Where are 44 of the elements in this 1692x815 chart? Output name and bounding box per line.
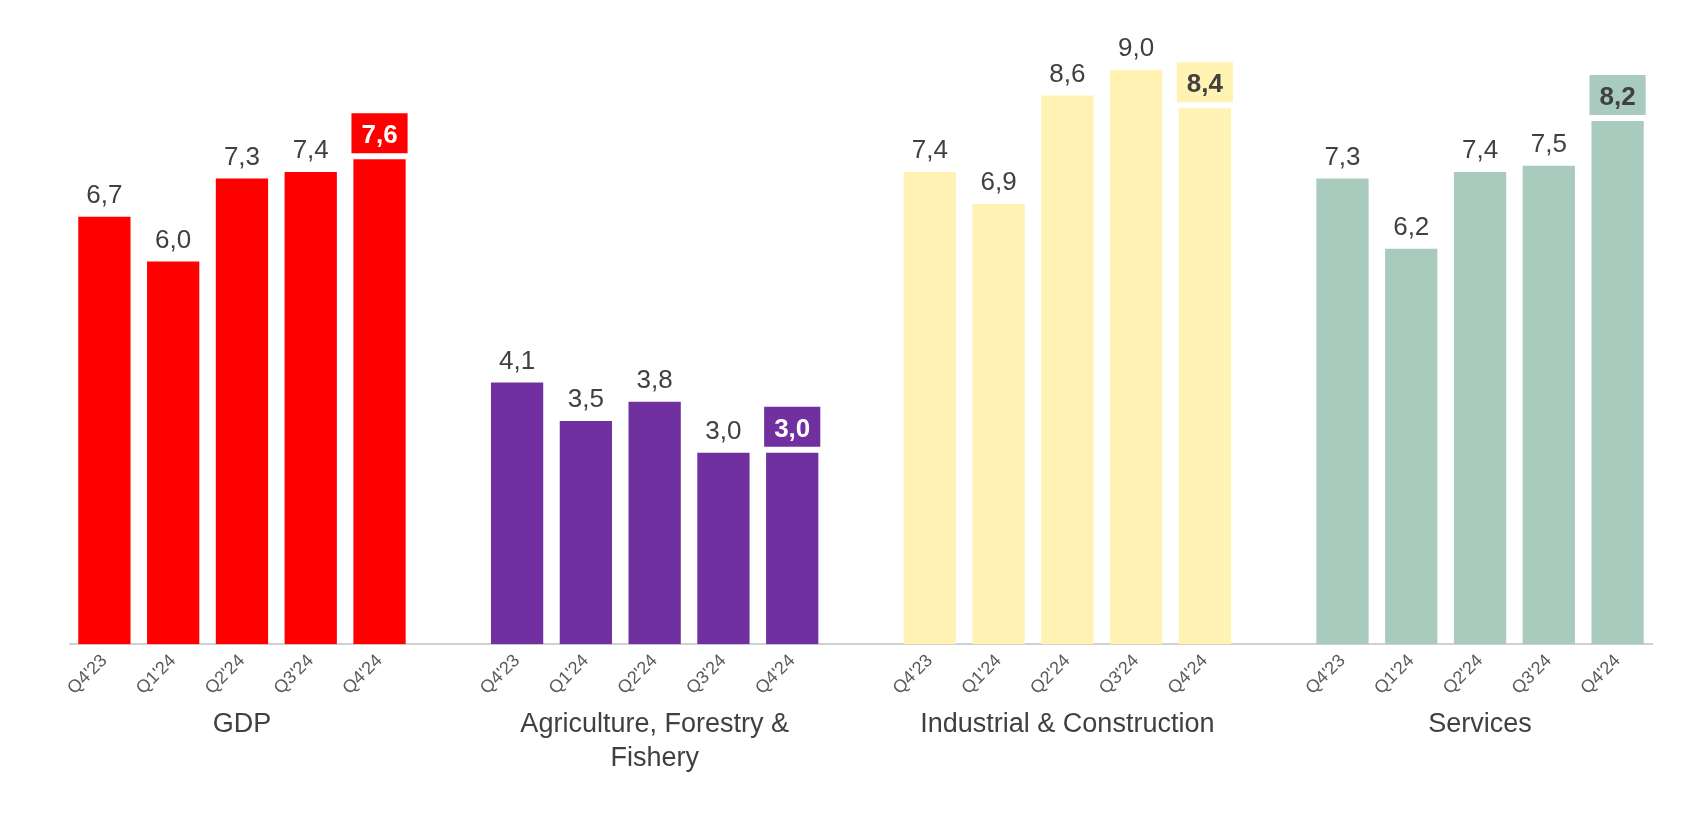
bar [628, 401, 681, 645]
bar [697, 452, 750, 645]
bar [1041, 95, 1094, 645]
data-label: 7,3 [223, 140, 261, 171]
data-label: 7,6 [361, 119, 398, 150]
text: Industrial & Construction [920, 707, 1215, 738]
bar [1453, 172, 1507, 645]
data-label: 7,4 [1461, 134, 1499, 165]
data-label: 8,4 [1186, 68, 1224, 99]
bar [903, 172, 956, 645]
data-label: 7,4 [911, 134, 948, 165]
bar [1522, 165, 1575, 645]
bar [147, 261, 200, 645]
text: Agriculture, Forestry & Fishery [520, 707, 789, 772]
bar [1591, 121, 1644, 645]
bar [284, 172, 337, 645]
bar [1109, 70, 1163, 645]
data-label: 7,4 [292, 134, 329, 165]
bar [490, 382, 544, 645]
text: GDP [212, 707, 272, 738]
bar [215, 178, 269, 645]
data-label: 6,0 [155, 223, 192, 254]
data-label: 7,3 [1324, 140, 1361, 171]
data-label: 4,1 [499, 344, 536, 375]
bar [1385, 248, 1438, 645]
data-label: 3,8 [636, 363, 673, 394]
data-label: 3,0 [705, 414, 742, 445]
bar [766, 452, 819, 645]
data-label: 7,5 [1530, 127, 1567, 158]
data-label: 8,6 [1049, 57, 1086, 88]
bar [559, 420, 613, 645]
bar [972, 203, 1025, 645]
text: Services [1428, 707, 1532, 738]
data-label: 3,5 [567, 383, 604, 414]
data-label: 9,0 [1118, 32, 1155, 63]
bar [353, 159, 406, 645]
data-label: 6,2 [1393, 210, 1430, 241]
data-label: 6,9 [980, 166, 1017, 197]
bar [1316, 178, 1369, 645]
bar [78, 216, 131, 645]
data-label: 3,0 [774, 412, 811, 443]
data-label: 8,2 [1599, 81, 1636, 112]
bar [1178, 108, 1232, 645]
data-label: 6,7 [86, 178, 123, 209]
